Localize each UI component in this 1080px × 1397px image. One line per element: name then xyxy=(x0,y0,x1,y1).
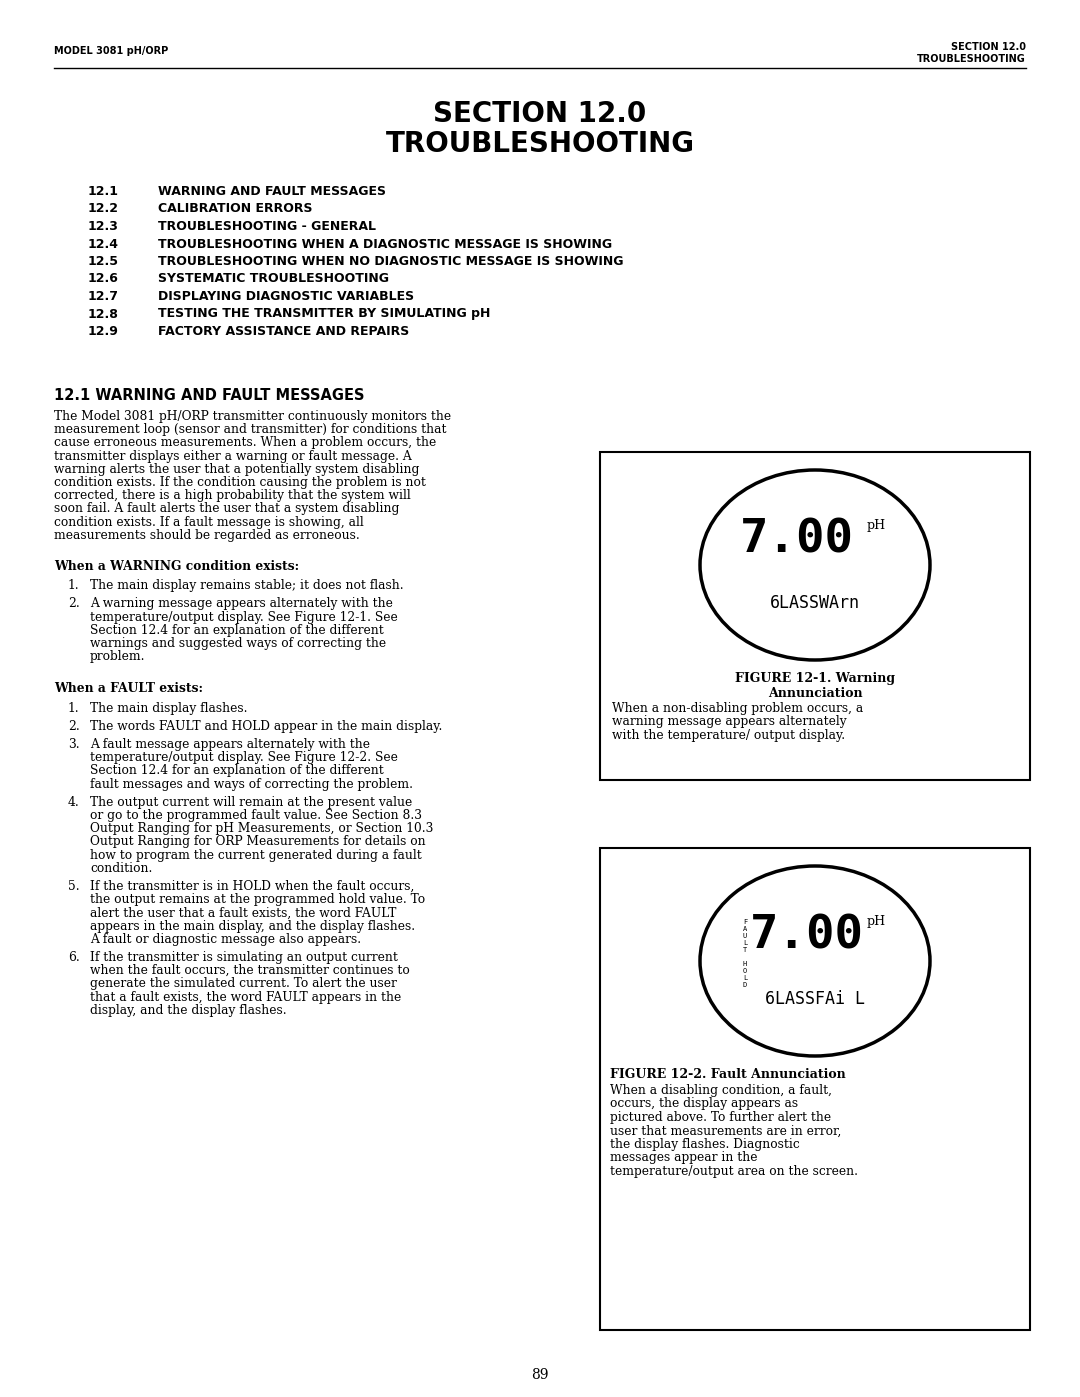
Text: 12.7: 12.7 xyxy=(87,291,119,303)
Text: pH: pH xyxy=(867,915,886,928)
Text: FIGURE 12-1. Warning
Annunciation: FIGURE 12-1. Warning Annunciation xyxy=(734,672,895,700)
Text: TESTING THE TRANSMITTER BY SIMULATING pH: TESTING THE TRANSMITTER BY SIMULATING pH xyxy=(158,307,490,320)
Text: warnings and suggested ways of correcting the: warnings and suggested ways of correctin… xyxy=(90,637,387,650)
Text: fault messages and ways of correcting the problem.: fault messages and ways of correcting th… xyxy=(90,778,413,791)
Text: H
O
L
D: H O L D xyxy=(743,961,747,988)
Text: cause erroneous measurements. When a problem occurs, the: cause erroneous measurements. When a pro… xyxy=(54,436,436,450)
Text: TROUBLESHOOTING WHEN A DIAGNOSTIC MESSAGE IS SHOWING: TROUBLESHOOTING WHEN A DIAGNOSTIC MESSAG… xyxy=(158,237,612,250)
Ellipse shape xyxy=(700,866,930,1056)
Text: 89: 89 xyxy=(531,1368,549,1382)
Text: 2.: 2. xyxy=(68,598,80,610)
Bar xyxy=(600,453,1030,780)
Text: The main display flashes.: The main display flashes. xyxy=(90,701,247,715)
Text: If the transmitter is in HOLD when the fault occurs,: If the transmitter is in HOLD when the f… xyxy=(90,880,415,893)
Text: The output current will remain at the present value: The output current will remain at the pr… xyxy=(90,796,413,809)
Text: the output remains at the programmed hold value. To: the output remains at the programmed hol… xyxy=(90,893,426,907)
Text: that a fault exists, the word FAULT appears in the: that a fault exists, the word FAULT appe… xyxy=(90,990,402,1003)
Text: measurements should be regarded as erroneous.: measurements should be regarded as erron… xyxy=(54,529,360,542)
Text: pictured above. To further alert the: pictured above. To further alert the xyxy=(610,1111,832,1125)
Text: appears in the main display, and the display flashes.: appears in the main display, and the dis… xyxy=(90,919,415,933)
Text: 12.8: 12.8 xyxy=(87,307,119,320)
Text: 12.5: 12.5 xyxy=(87,256,119,268)
Text: 5.: 5. xyxy=(68,880,80,893)
Text: temperature/output display. See Figure 12-2. See: temperature/output display. See Figure 1… xyxy=(90,752,397,764)
Text: the display flashes. Diagnostic: the display flashes. Diagnostic xyxy=(610,1139,800,1151)
Text: corrected, there is a high probability that the system will: corrected, there is a high probability t… xyxy=(54,489,410,502)
Ellipse shape xyxy=(700,469,930,659)
Text: CALIBRATION ERRORS: CALIBRATION ERRORS xyxy=(158,203,312,215)
Text: A fault or diagnostic message also appears.: A fault or diagnostic message also appea… xyxy=(90,933,361,946)
Text: when the fault occurs, the transmitter continues to: when the fault occurs, the transmitter c… xyxy=(90,964,409,977)
Text: 12.1: 12.1 xyxy=(87,184,119,198)
Text: 1.: 1. xyxy=(68,580,80,592)
Text: SECTION 12.0: SECTION 12.0 xyxy=(951,42,1026,52)
Text: 12.1 WARNING AND FAULT MESSAGES: 12.1 WARNING AND FAULT MESSAGES xyxy=(54,388,365,402)
Text: Section 12.4 for an explanation of the different: Section 12.4 for an explanation of the d… xyxy=(90,764,383,777)
Text: transmitter displays either a warning or fault message. A: transmitter displays either a warning or… xyxy=(54,450,411,462)
Text: A fault message appears alternately with the: A fault message appears alternately with… xyxy=(90,738,370,752)
Text: 4.: 4. xyxy=(68,796,80,809)
Text: 6LASSFAi L: 6LASSFAi L xyxy=(765,990,865,1009)
Text: 7.00: 7.00 xyxy=(740,517,854,563)
Text: TROUBLESHOOTING: TROUBLESHOOTING xyxy=(917,54,1026,64)
Text: temperature/output display. See Figure 12-1. See: temperature/output display. See Figure 1… xyxy=(90,610,397,623)
Text: 6.: 6. xyxy=(68,951,80,964)
Text: If the transmitter is simulating an output current: If the transmitter is simulating an outp… xyxy=(90,951,397,964)
Text: pH: pH xyxy=(867,518,886,531)
Text: The Model 3081 pH/ORP transmitter continuously monitors the: The Model 3081 pH/ORP transmitter contin… xyxy=(54,409,451,423)
Text: Output Ranging for ORP Measurements for details on: Output Ranging for ORP Measurements for … xyxy=(90,835,426,848)
Text: with the temperature/ output display.: with the temperature/ output display. xyxy=(612,729,846,742)
Text: 2.: 2. xyxy=(68,719,80,733)
Text: TROUBLESHOOTING WHEN NO DIAGNOSTIC MESSAGE IS SHOWING: TROUBLESHOOTING WHEN NO DIAGNOSTIC MESSA… xyxy=(158,256,623,268)
Text: When a WARNING condition exists:: When a WARNING condition exists: xyxy=(54,560,299,573)
Text: user that measurements are in error,: user that measurements are in error, xyxy=(610,1125,841,1137)
Text: DISPLAYING DIAGNOSTIC VARIABLES: DISPLAYING DIAGNOSTIC VARIABLES xyxy=(158,291,414,303)
Text: 12.9: 12.9 xyxy=(87,326,119,338)
Text: The words FAULT and HOLD appear in the main display.: The words FAULT and HOLD appear in the m… xyxy=(90,719,443,733)
Text: alert the user that a fault exists, the word FAULT: alert the user that a fault exists, the … xyxy=(90,907,396,919)
Text: how to program the current generated during a fault: how to program the current generated dur… xyxy=(90,848,422,862)
Text: TROUBLESHOOTING: TROUBLESHOOTING xyxy=(386,130,694,158)
Text: condition.: condition. xyxy=(90,862,152,875)
Text: 12.4: 12.4 xyxy=(87,237,119,250)
Text: SECTION 12.0: SECTION 12.0 xyxy=(433,101,647,129)
Text: Output Ranging for pH Measurements, or Section 10.3: Output Ranging for pH Measurements, or S… xyxy=(90,823,433,835)
Text: FIGURE 12-2. Fault Annunciation: FIGURE 12-2. Fault Annunciation xyxy=(610,1067,846,1081)
Text: Section 12.4 for an explanation of the different: Section 12.4 for an explanation of the d… xyxy=(90,624,383,637)
Text: occurs, the display appears as: occurs, the display appears as xyxy=(610,1098,798,1111)
Text: condition exists. If a fault message is showing, all: condition exists. If a fault message is … xyxy=(54,515,364,528)
Text: messages appear in the: messages appear in the xyxy=(610,1151,757,1165)
Text: 7.00: 7.00 xyxy=(750,914,864,958)
Text: When a non-disabling problem occurs, a: When a non-disabling problem occurs, a xyxy=(612,703,863,715)
Text: 6LASSWArn: 6LASSWArn xyxy=(770,594,860,612)
Text: generate the simulated current. To alert the user: generate the simulated current. To alert… xyxy=(90,978,396,990)
Text: When a FAULT exists:: When a FAULT exists: xyxy=(54,682,203,696)
Text: 1.: 1. xyxy=(68,701,80,715)
Text: When a disabling condition, a fault,: When a disabling condition, a fault, xyxy=(610,1084,832,1097)
Text: FACTORY ASSISTANCE AND REPAIRS: FACTORY ASSISTANCE AND REPAIRS xyxy=(158,326,409,338)
Text: display, and the display flashes.: display, and the display flashes. xyxy=(90,1004,286,1017)
Text: 12.6: 12.6 xyxy=(87,272,119,285)
Text: SYSTEMATIC TROUBLESHOOTING: SYSTEMATIC TROUBLESHOOTING xyxy=(158,272,389,285)
Text: A warning message appears alternately with the: A warning message appears alternately wi… xyxy=(90,598,393,610)
Text: 3.: 3. xyxy=(68,738,80,752)
Bar xyxy=(600,848,1030,1330)
Text: 12.2: 12.2 xyxy=(87,203,119,215)
Text: condition exists. If the condition causing the problem is not: condition exists. If the condition causi… xyxy=(54,476,426,489)
Text: warning message appears alternately: warning message appears alternately xyxy=(612,715,847,728)
Text: WARNING AND FAULT MESSAGES: WARNING AND FAULT MESSAGES xyxy=(158,184,386,198)
Text: problem.: problem. xyxy=(90,650,146,664)
Text: TROUBLESHOOTING - GENERAL: TROUBLESHOOTING - GENERAL xyxy=(158,219,376,233)
Text: The main display remains stable; it does not flash.: The main display remains stable; it does… xyxy=(90,580,404,592)
Text: MODEL 3081 pH/ORP: MODEL 3081 pH/ORP xyxy=(54,46,168,56)
Text: temperature/output area on the screen.: temperature/output area on the screen. xyxy=(610,1165,858,1178)
Text: or go to the programmed fault value. See Section 8.3: or go to the programmed fault value. See… xyxy=(90,809,422,821)
Text: 12.3: 12.3 xyxy=(87,219,119,233)
Text: warning alerts the user that a potentially system disabling: warning alerts the user that a potential… xyxy=(54,462,419,476)
Text: F
A
U
L
T: F A U L T xyxy=(743,919,747,953)
Text: soon fail. A fault alerts the user that a system disabling: soon fail. A fault alerts the user that … xyxy=(54,503,400,515)
Text: measurement loop (sensor and transmitter) for conditions that: measurement loop (sensor and transmitter… xyxy=(54,423,446,436)
